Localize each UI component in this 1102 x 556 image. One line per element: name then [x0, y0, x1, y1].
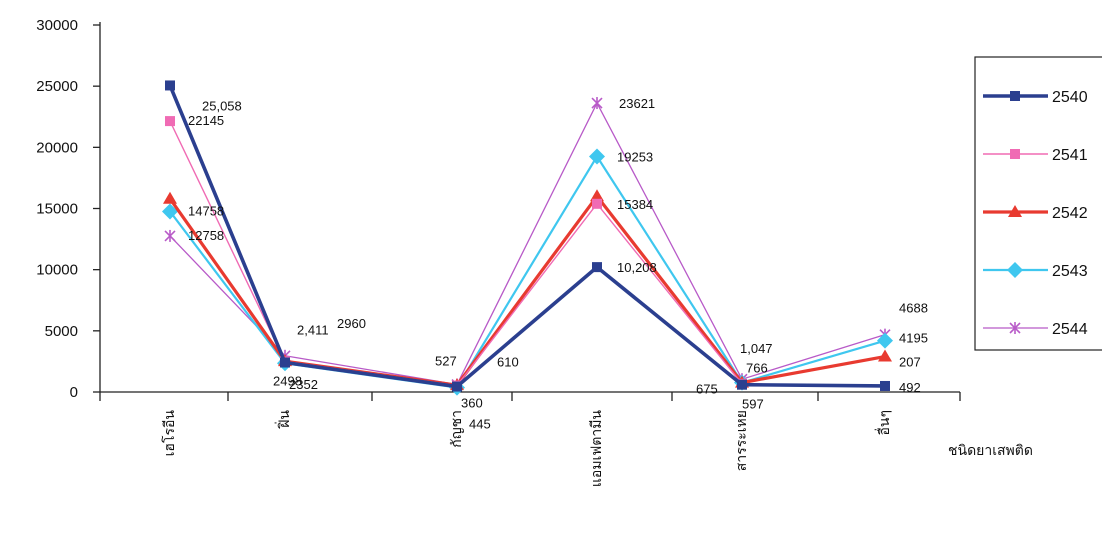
- legend-label: 2540: [1052, 89, 1088, 106]
- data-point: [591, 97, 603, 110]
- category-label: ฝิ่น: [275, 410, 293, 430]
- data-label: 492: [899, 380, 921, 395]
- data-point: [592, 262, 602, 273]
- legend-label: 2543: [1052, 263, 1088, 280]
- y-tick-label: 10000: [36, 262, 78, 279]
- data-label: 12758: [188, 228, 224, 243]
- y-tick-label: 0: [70, 384, 78, 401]
- data-point: [592, 198, 602, 209]
- data-label: 610: [497, 355, 519, 370]
- legend-items: 2540 2541 2542 2543 2544: [983, 89, 1088, 338]
- category-label: สารระเหย: [734, 410, 750, 471]
- data-point: [589, 148, 605, 165]
- y-tick-label: 25000: [36, 78, 78, 95]
- data-point: [590, 189, 604, 202]
- data-label: 766: [746, 361, 768, 376]
- data-label: 22145: [188, 113, 224, 128]
- data-point: [280, 357, 290, 368]
- data-label: 1,047: [740, 341, 773, 356]
- series-2542: [163, 189, 892, 391]
- data-point: [164, 229, 176, 242]
- data-point: [165, 116, 175, 127]
- data-point: [877, 332, 893, 349]
- data-label: 4688: [899, 301, 928, 316]
- data-point: [163, 191, 177, 204]
- data-label: 14758: [188, 203, 224, 218]
- y-tick-label: 5000: [45, 323, 78, 340]
- data-label: 2,411: [297, 323, 329, 338]
- data-point: [162, 203, 178, 220]
- x-axis-title: ชนิดยาเสพติด: [948, 443, 1033, 459]
- data-label: 675: [696, 382, 718, 397]
- series-2543: [162, 148, 893, 396]
- legend-label: 2544: [1052, 321, 1088, 338]
- data-label: 2960: [337, 316, 366, 331]
- data-point: [737, 379, 747, 390]
- data-label: 15384: [617, 197, 653, 212]
- series-line: [168, 84, 886, 389]
- data-point: [165, 80, 175, 91]
- legend-item-2540: 2540: [983, 89, 1088, 106]
- category-label: เฮโรอีน: [161, 410, 178, 457]
- legend-box: [974, 56, 1102, 351]
- data-label: 360: [461, 396, 483, 411]
- data-point: [452, 381, 462, 392]
- category-label: อื่นๆ: [875, 410, 893, 436]
- data-label: 25,058: [202, 98, 242, 113]
- legend-item-2543: 2543: [983, 262, 1088, 280]
- series-2540: [165, 80, 890, 392]
- series-line: [168, 194, 886, 387]
- x-axis: [99, 391, 961, 401]
- data-label: 10,208: [617, 260, 657, 275]
- data-label: 527: [435, 354, 457, 369]
- legend-item-2544: 2544: [983, 321, 1088, 338]
- legend-marker: [1008, 205, 1022, 217]
- legend-label: 2541: [1052, 147, 1088, 164]
- legend: 2540 2541 2542 2543 2544: [974, 56, 1102, 351]
- data-label: 597: [742, 397, 764, 412]
- legend-marker: [1010, 149, 1020, 159]
- y-axis: 0 5000 10000 15000 20000 25000 30000: [36, 17, 101, 401]
- y-tick-label: 30000: [36, 17, 78, 34]
- data-label: 2352: [289, 377, 318, 392]
- data-label: 207: [899, 355, 921, 370]
- legend-item-2541: 2541: [983, 147, 1088, 164]
- legend-marker: [1010, 91, 1020, 101]
- data-label: 19253: [617, 149, 653, 164]
- data-label: 4195: [899, 331, 928, 346]
- data-label: 2498: [273, 373, 302, 388]
- legend-marker: [1009, 322, 1021, 334]
- legend-label: 2542: [1052, 205, 1088, 222]
- data-label: 445: [469, 417, 491, 432]
- series-line: [169, 155, 886, 389]
- y-tick-label: 15000: [36, 201, 78, 218]
- series-layer: [162, 80, 893, 396]
- category-label: แอมเฟตามีน: [589, 410, 605, 488]
- data-point: [878, 349, 892, 362]
- y-tick-label: 20000: [36, 139, 78, 156]
- category-label: กัญชา: [449, 410, 465, 448]
- data-point: [880, 380, 890, 391]
- legend-marker: [1007, 262, 1023, 278]
- legend-item-2542: 2542: [983, 205, 1088, 222]
- category-labels: เฮโรอีน ฝิ่น กัญชา แอมเฟตามีน สารระเหย อื่นๆ: [161, 410, 893, 488]
- data-label: 23621: [619, 96, 655, 111]
